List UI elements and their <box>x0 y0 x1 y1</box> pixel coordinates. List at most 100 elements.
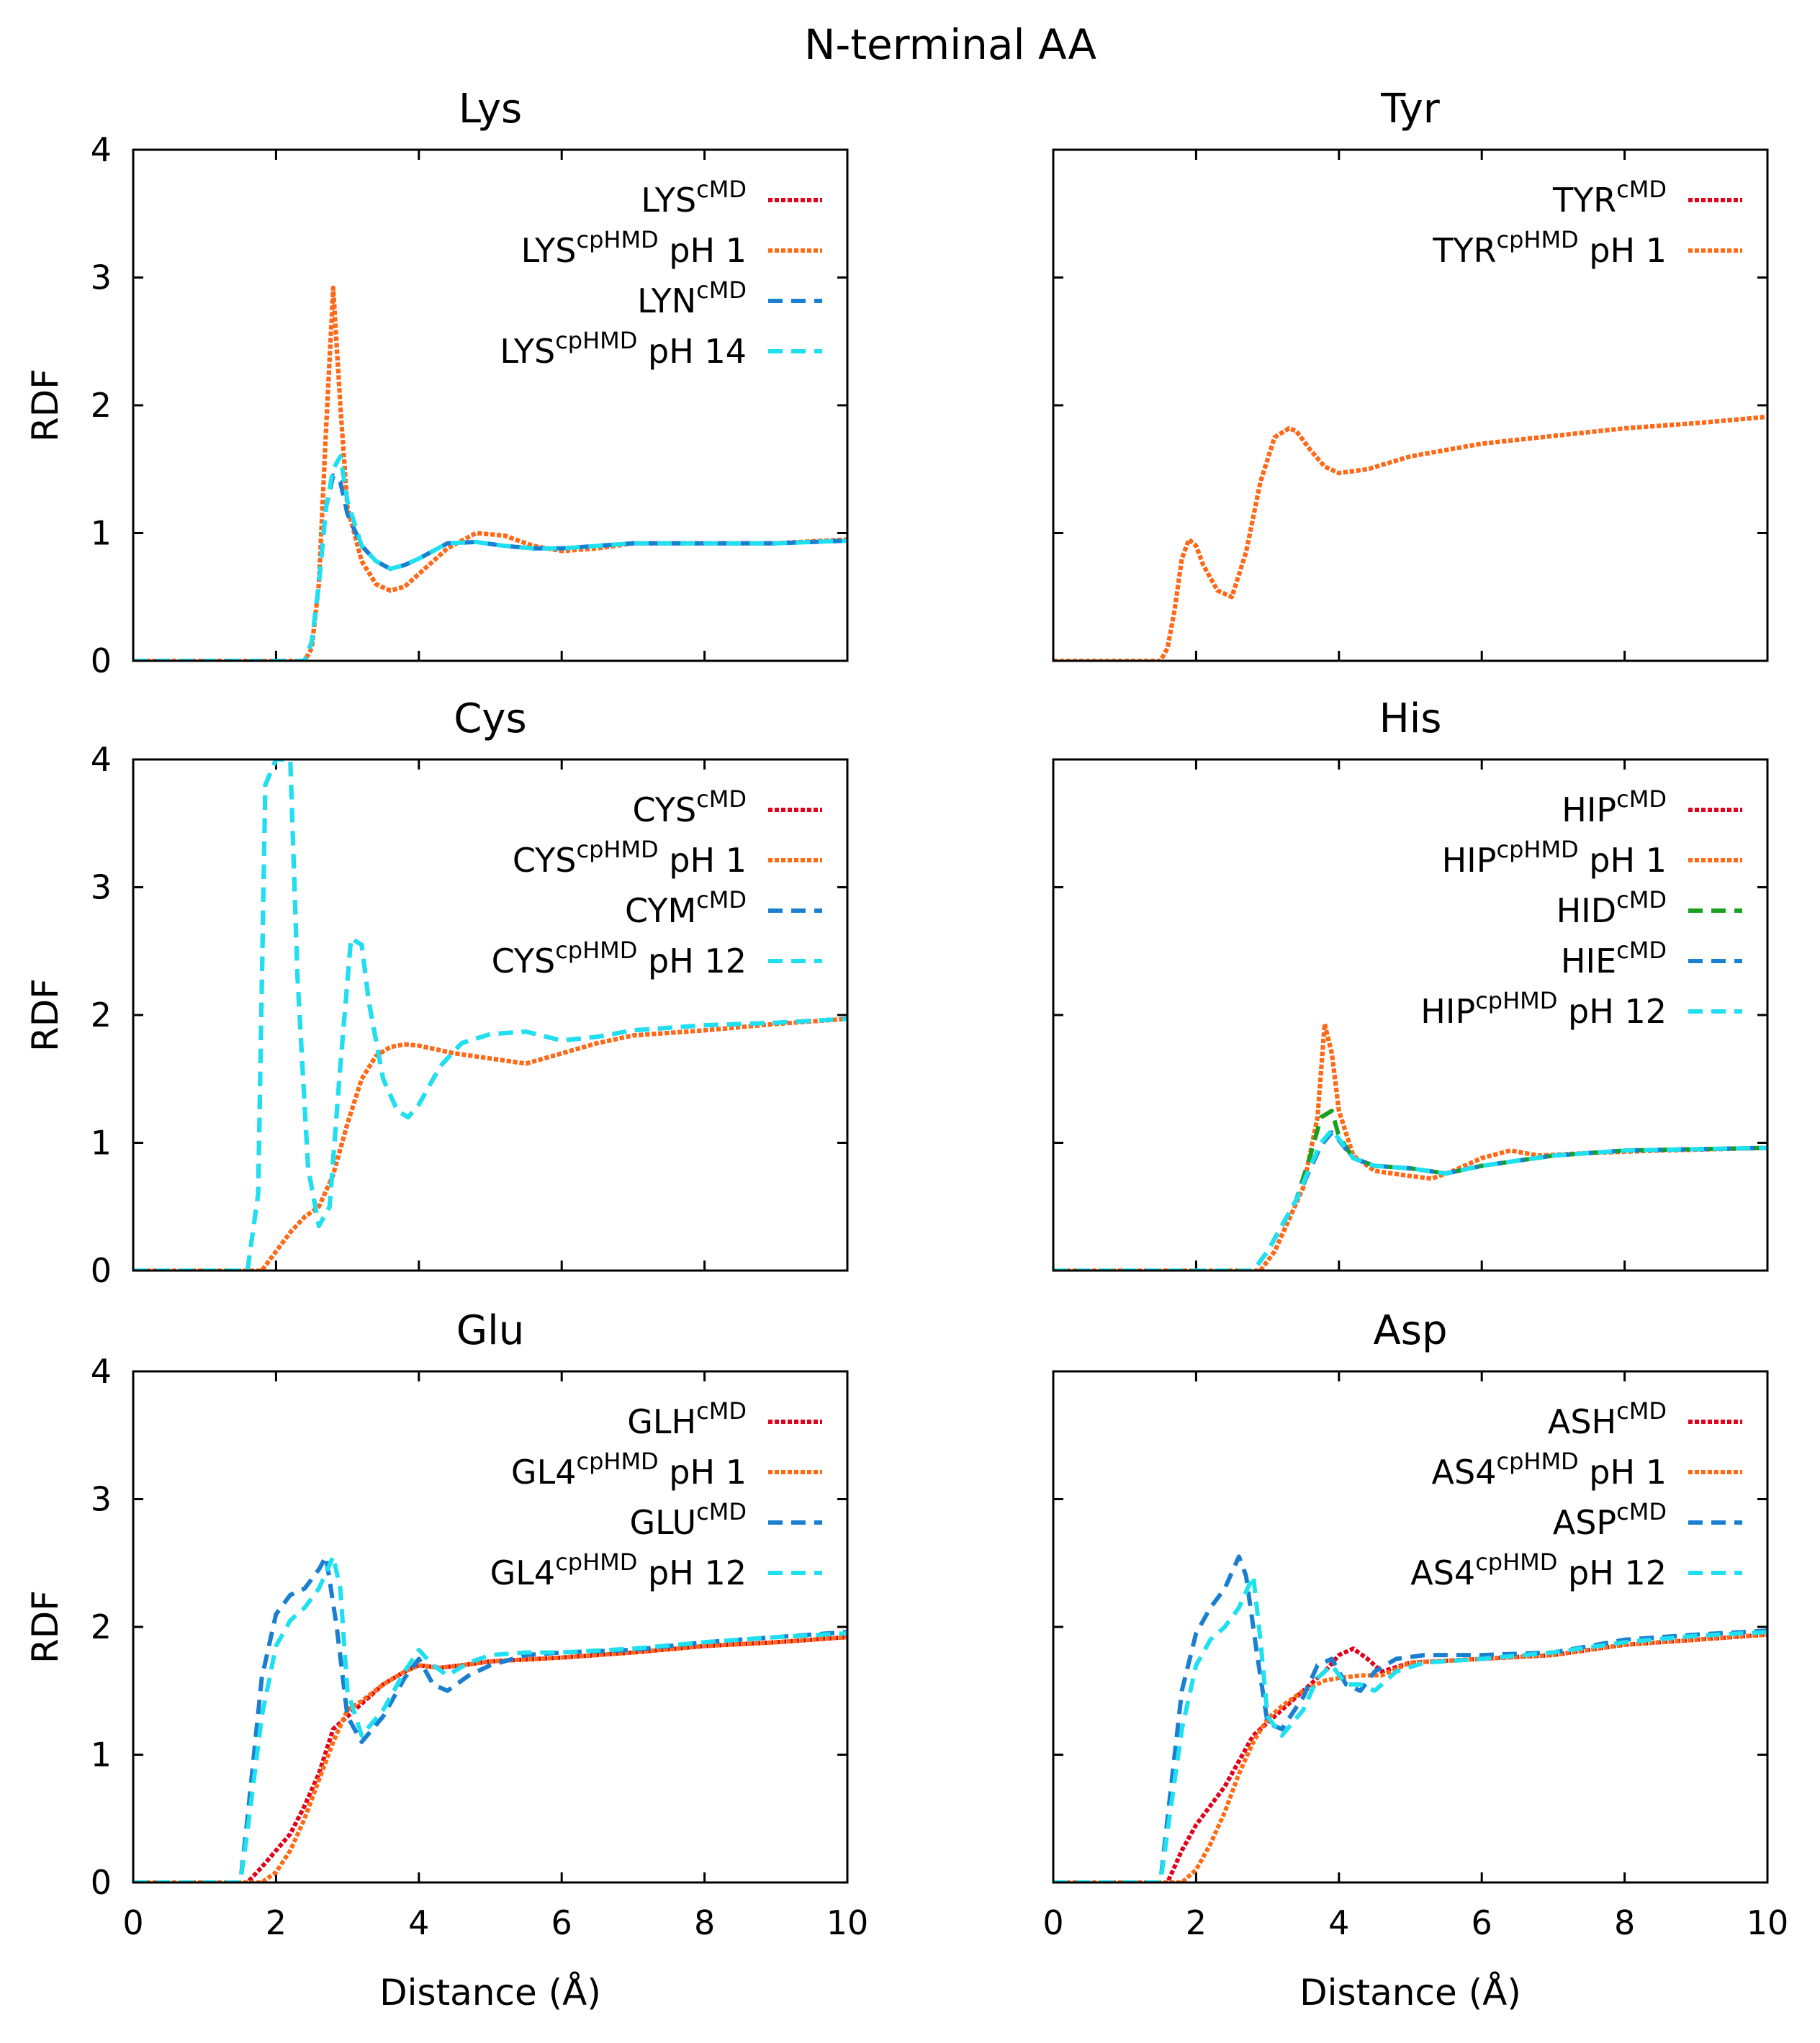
legend-label: GLHcMD <box>627 1397 747 1441</box>
legend-label: TYRcpHMD pH 1 <box>1432 226 1667 270</box>
series-line-lys-3 <box>133 454 847 661</box>
series-line-glu-2 <box>133 1554 847 1882</box>
y-tick-label: 3 <box>91 868 112 907</box>
plot-frame <box>1052 1370 1769 1884</box>
legend-label: LYNcMD <box>637 276 747 320</box>
legend-label: HIPcpHMD pH 12 <box>1420 987 1667 1031</box>
legend-label: HIDcMD <box>1557 886 1667 930</box>
series-line-as4-1 <box>1053 1632 1767 1882</box>
series-group <box>133 759 847 1271</box>
panel-title: His <box>1379 695 1442 742</box>
y-tick-label: 4 <box>91 1352 112 1391</box>
series-group <box>1053 1022 1767 1271</box>
legend-label: CYScpHMD pH 1 <box>513 836 747 880</box>
y-tick-label: 0 <box>91 641 112 680</box>
series-line-hip-4 <box>1053 1127 1767 1271</box>
x-tick-label: 0 <box>1042 1903 1063 1942</box>
series-group <box>1053 1554 1767 1882</box>
y-axis-label: RDF <box>24 1590 66 1664</box>
series-line-tyr-1 <box>1053 415 1767 661</box>
x-tick-label: 10 <box>1747 1903 1789 1942</box>
panel-tyr: Tyr TYRcMD TYRcpHMD pH 1 <box>1052 86 1769 662</box>
series-group <box>133 1554 847 1882</box>
legend-label: AS4cpHMD pH 1 <box>1432 1448 1667 1492</box>
legend-label: LYScpHMD pH 14 <box>500 327 747 371</box>
series-line-gl4-3 <box>133 1554 847 1882</box>
y-tick-label: 1 <box>91 514 112 553</box>
panel-asp: Asp 0 2 4 6 8 10 Distance (Å) ASHcMD AS4cpHMD pH … <box>1042 1307 1788 2013</box>
legend-label: HIPcMD <box>1562 785 1667 829</box>
panel-cys: Cys 0 1 2 3 4 RDF CYScMD CYScpHMD pH 1 CYMcMD CYSc… <box>24 695 849 1290</box>
series-line-hid-2 <box>1053 1109 1767 1271</box>
series-line-hie-3 <box>1053 1130 1767 1271</box>
legend-label: CYScMD <box>633 785 747 829</box>
x-tick-label: 6 <box>551 1903 572 1942</box>
figure-title: N-terminal AA <box>804 20 1096 69</box>
panel-title: Glu <box>456 1307 524 1354</box>
y-tick-label: 1 <box>91 1124 112 1163</box>
panel-glu: Glu 0 1 2 3 4 0 2 4 6 8 10 RDF Distance (Å) GLHcMD GL4c… <box>24 1307 868 2013</box>
y-tick-label: 0 <box>91 1251 112 1290</box>
plot-frame <box>1052 148 1769 662</box>
series-line-lys-1 <box>133 285 847 661</box>
panel-title: Lys <box>459 86 522 132</box>
y-tick-label: 4 <box>91 130 112 169</box>
plot-frame <box>132 758 849 1272</box>
series-line-asp-2 <box>1053 1554 1767 1882</box>
panel-title: Cys <box>454 695 526 742</box>
x-tick-label: 10 <box>826 1903 869 1942</box>
series-line-cys-3 <box>133 759 847 1271</box>
series-line-tyr-0 <box>1053 415 1767 661</box>
x-axis-label: Distance (Å) <box>379 1972 601 2013</box>
y-tick-label: 1 <box>91 1736 112 1774</box>
x-tick-label: 2 <box>1186 1903 1207 1942</box>
legend-label: GLUcMD <box>630 1498 747 1542</box>
legend-label: ASPcMD <box>1553 1498 1667 1542</box>
y-tick-label: 3 <box>91 258 112 297</box>
legend-label: TYRcMD <box>1552 176 1667 220</box>
series-line-lyn-2 <box>133 473 847 661</box>
x-tick-label: 2 <box>266 1903 287 1942</box>
series-group <box>1053 415 1767 661</box>
series-group <box>133 285 847 661</box>
y-tick-label: 2 <box>91 996 112 1034</box>
y-axis-label: RDF <box>24 369 66 442</box>
series-line-gl4-1 <box>133 1635 847 1882</box>
legend-label: HIEcMD <box>1561 937 1667 980</box>
panel-title: Tyr <box>1380 86 1441 132</box>
y-axis-label: RDF <box>24 978 66 1052</box>
series-line-as4-3 <box>1053 1574 1767 1882</box>
series-line-cys-1 <box>133 1016 847 1271</box>
panel-his: His HIPcMD HIPcpHMD pH 1 HIDcMD HIEcMD HIPcpH… <box>1052 695 1769 1272</box>
panel-lys: Lys 0 1 2 3 4 RDF LYScMD LYScpHMD pH 1 LYNcMD LYSc… <box>24 86 849 680</box>
series-line-hip-0 <box>1053 1022 1767 1271</box>
series-line-glh-0 <box>133 1635 847 1882</box>
legend-label: LYScpHMD pH 1 <box>521 226 747 270</box>
plot-frame <box>132 1370 849 1884</box>
legend-label: HIPcpHMD pH 1 <box>1442 836 1667 880</box>
legend-label: GL4cpHMD pH 1 <box>511 1448 747 1492</box>
legend-label: ASHcMD <box>1548 1397 1667 1441</box>
y-tick-label: 2 <box>91 386 112 425</box>
y-tick-label: 3 <box>91 1480 112 1519</box>
x-tick-label: 6 <box>1472 1903 1492 1942</box>
y-tick-label: 2 <box>91 1607 112 1646</box>
x-tick-label: 4 <box>1328 1903 1349 1942</box>
series-line-hip-1 <box>1053 1022 1767 1271</box>
x-tick-label: 4 <box>408 1903 429 1942</box>
panel-title: Asp <box>1373 1307 1447 1354</box>
x-tick-label: 0 <box>122 1903 143 1942</box>
legend-label: CYScpHMD pH 12 <box>492 937 747 980</box>
series-line-cym-2 <box>133 759 847 1271</box>
legend-label: GL4cpHMD pH 12 <box>490 1548 747 1592</box>
series-line-ash-0 <box>1053 1632 1767 1882</box>
legend-label: LYScMD <box>641 176 747 220</box>
y-tick-label: 0 <box>91 1863 112 1902</box>
x-axis-label: Distance (Å) <box>1299 1972 1521 2013</box>
x-tick-label: 8 <box>1614 1903 1635 1942</box>
plot-frame <box>132 148 849 662</box>
x-tick-label: 8 <box>694 1903 715 1942</box>
plot-frame <box>1052 758 1769 1272</box>
legend-label: AS4cpHMD pH 12 <box>1410 1548 1667 1592</box>
